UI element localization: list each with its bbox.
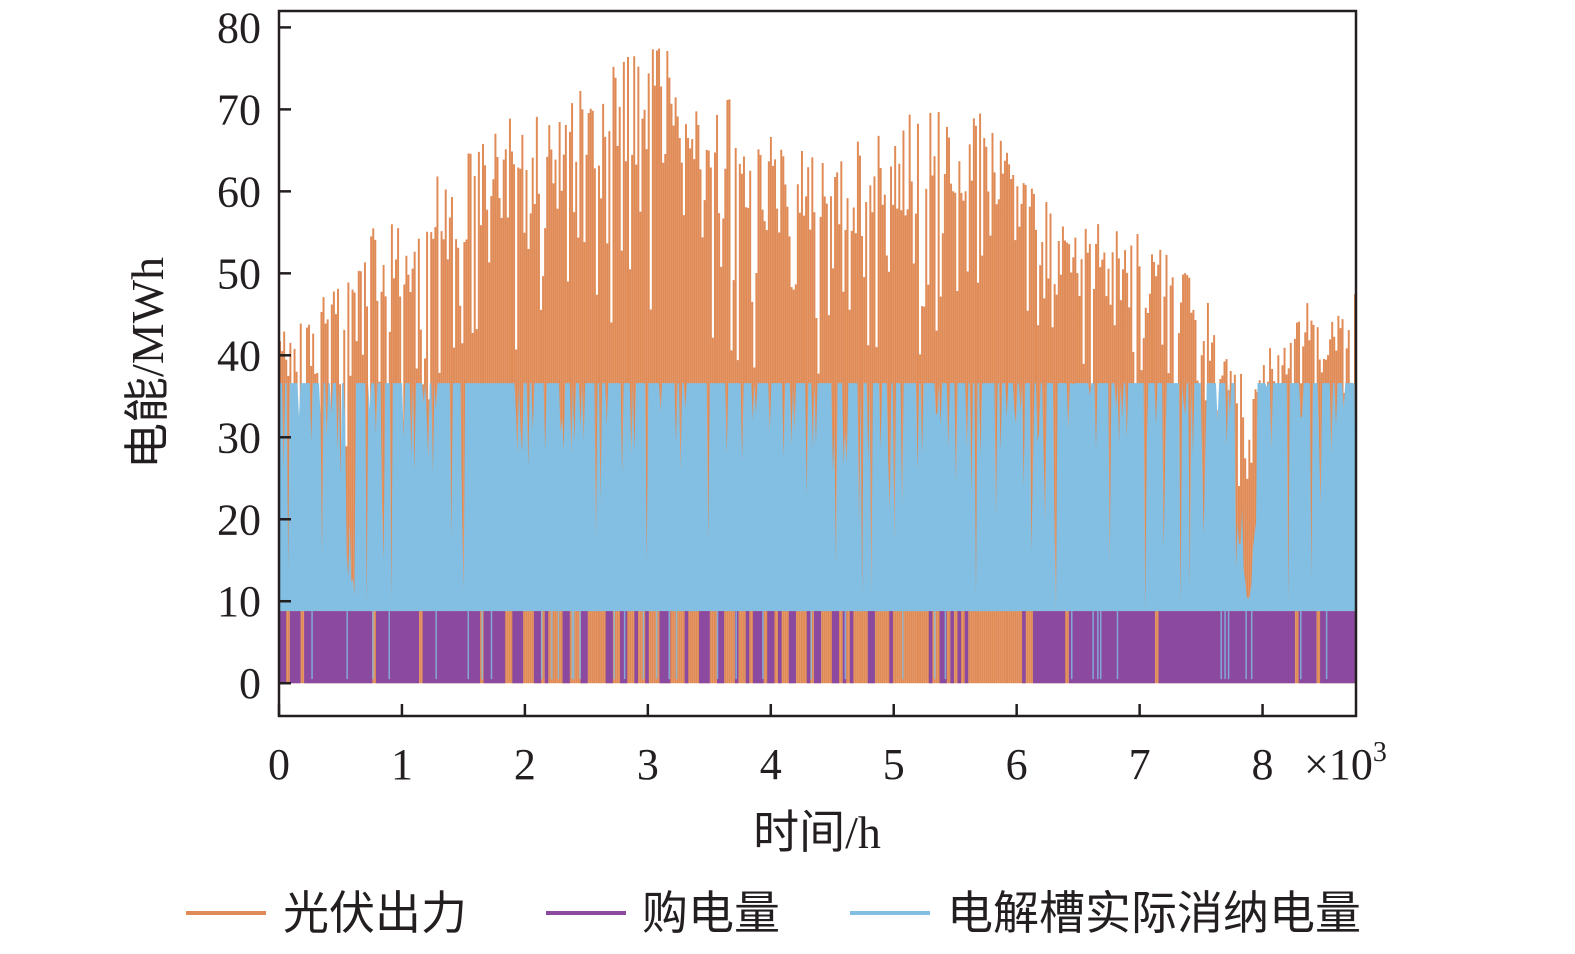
legend: 光伏出力 购电量 电解槽实际消纳电量 [186, 888, 1361, 939]
plot-frame [277, 9, 1358, 718]
x-tick-label-0: 0 [268, 740, 290, 789]
x-tick-label-8: 8 [1252, 740, 1274, 789]
x-tick-label-2: 2 [514, 740, 536, 789]
x-axis-multiplier-base: ×10 [1304, 740, 1373, 789]
x-axis-multiplier: ×103 [1304, 737, 1387, 789]
purchase-series-area [279, 611, 1356, 684]
legend-label-electrolyzer: 电解槽实际消纳电量 [947, 888, 1361, 939]
y-tick-label-20: 20 [217, 495, 261, 544]
electrolyzer-series-area [279, 383, 1356, 612]
y-tick-label-40: 40 [217, 331, 261, 380]
legend-label-pv: 光伏出力 [283, 888, 467, 939]
y-tick-label-10: 10 [217, 577, 261, 626]
y-tick-label-60: 60 [217, 167, 261, 216]
y-tick-label-70: 70 [217, 85, 261, 134]
x-tick-label-4: 4 [760, 740, 782, 789]
x-axis-multiplier-exponent: 3 [1373, 737, 1387, 768]
x-tick-label-7: 7 [1129, 740, 1151, 789]
x-tick-label-3: 3 [637, 740, 659, 789]
x-tick-label-6: 6 [1006, 740, 1028, 789]
electrolyzer-series-traces [311, 611, 1328, 680]
x-tick-label-1: 1 [391, 740, 413, 789]
legend-label-purchase: 购电量 [642, 888, 780, 939]
y-tick-label-50: 50 [217, 249, 261, 298]
y-axis-title: 电能/MWh [122, 257, 173, 469]
x-tick-label-5: 5 [883, 740, 905, 789]
x-axis-title: 时间/h [753, 807, 881, 858]
y-tick-label-30: 30 [217, 413, 261, 462]
y-tick-label-0: 0 [239, 659, 261, 708]
y-tick-label-80: 80 [217, 3, 261, 52]
